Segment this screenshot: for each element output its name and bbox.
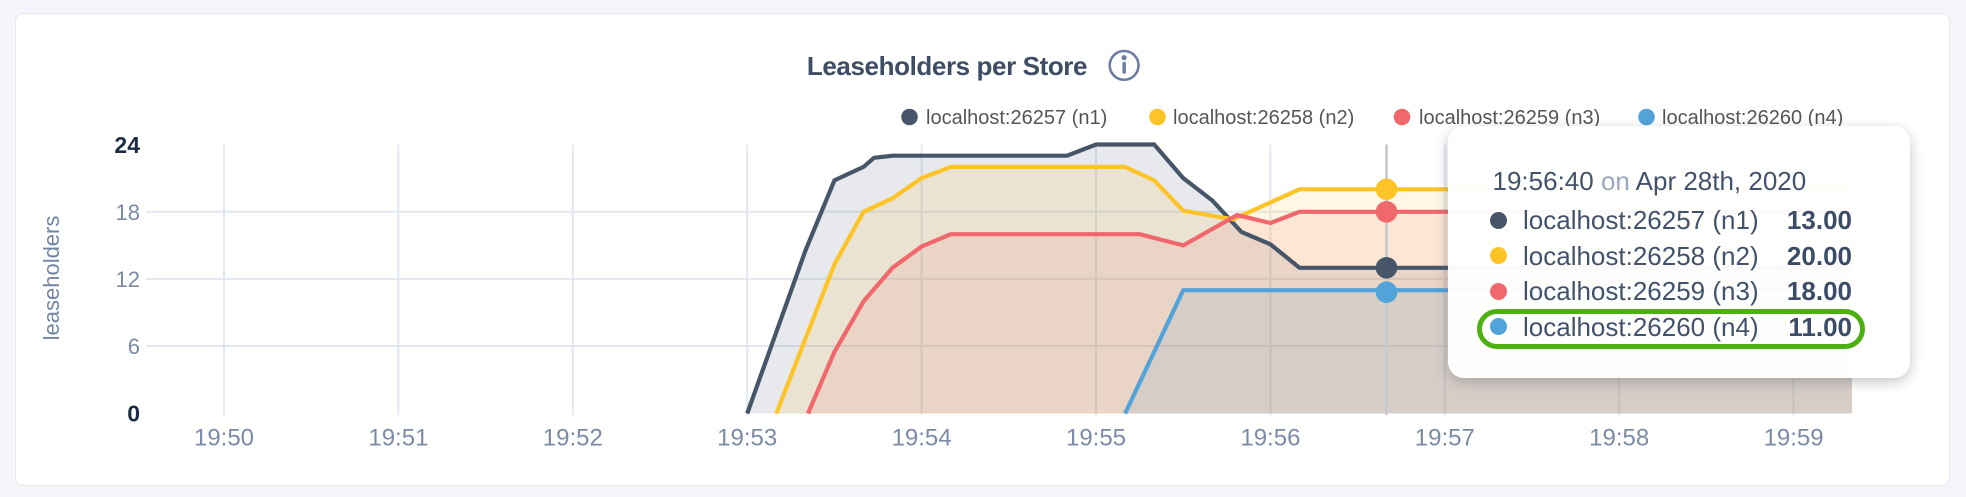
- svg-text:19:57: 19:57: [1415, 425, 1475, 452]
- svg-text:19:59: 19:59: [1764, 425, 1824, 452]
- svg-text:19:55: 19:55: [1066, 425, 1126, 452]
- svg-text:localhost:26257 (n1): localhost:26257 (n1): [926, 107, 1107, 129]
- svg-text:localhost:26260 (n4): localhost:26260 (n4): [1662, 107, 1843, 129]
- svg-text:19:52: 19:52: [543, 425, 603, 452]
- svg-text:12: 12: [116, 267, 140, 292]
- svg-text:19:54: 19:54: [892, 425, 952, 452]
- svg-text:localhost:26258 (n2): localhost:26258 (n2): [1173, 107, 1354, 129]
- svg-text:leaseholders: leaseholders: [39, 216, 64, 341]
- svg-text:localhost:26259 (n3): localhost:26259 (n3): [1419, 107, 1600, 129]
- svg-text:0: 0: [127, 401, 140, 427]
- svg-text:24: 24: [114, 132, 140, 158]
- svg-text:19:53: 19:53: [717, 425, 777, 452]
- svg-text:6: 6: [128, 334, 140, 359]
- svg-text:Leaseholders per Store: Leaseholders per Store: [807, 51, 1087, 81]
- svg-text:19:50: 19:50: [194, 425, 254, 452]
- svg-text:19:56: 19:56: [1240, 425, 1300, 452]
- svg-text:18: 18: [116, 200, 140, 225]
- svg-text:19:51: 19:51: [368, 425, 428, 452]
- svg-text:19:58: 19:58: [1589, 425, 1649, 452]
